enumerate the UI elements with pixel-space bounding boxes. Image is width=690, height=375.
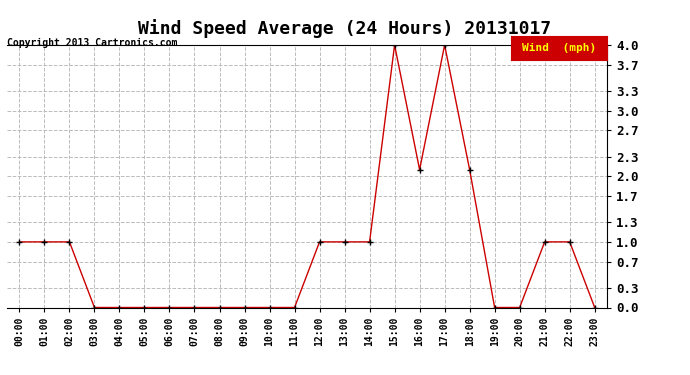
Text: Wind  (mph): Wind (mph) [522, 43, 596, 53]
Text: Wind Speed Average (24 Hours) 20131017: Wind Speed Average (24 Hours) 20131017 [139, 19, 551, 38]
Text: Copyright 2013 Cartronics.com: Copyright 2013 Cartronics.com [7, 38, 177, 48]
